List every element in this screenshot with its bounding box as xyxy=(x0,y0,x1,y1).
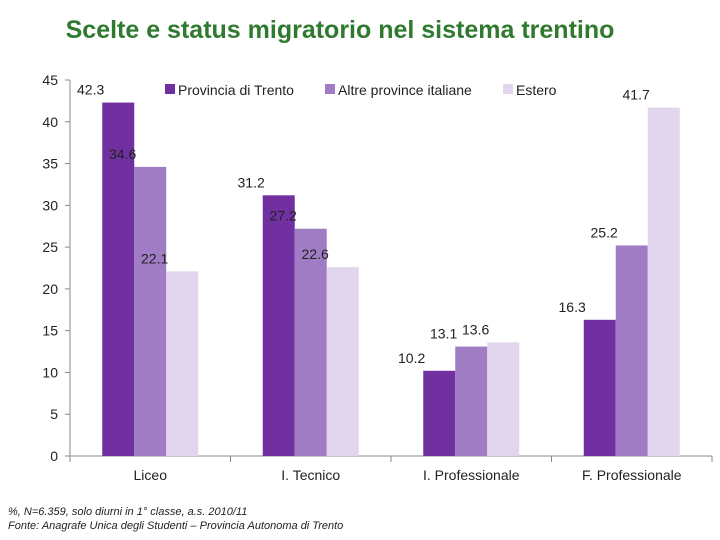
bar xyxy=(487,342,520,456)
bar xyxy=(166,271,199,456)
y-tick-label: 30 xyxy=(42,197,58,213)
bar xyxy=(326,267,359,456)
bar xyxy=(262,195,295,456)
legend-swatch xyxy=(325,84,335,94)
bar xyxy=(102,102,135,456)
y-tick-label: 45 xyxy=(42,72,58,88)
y-tick-label: 0 xyxy=(50,448,58,464)
x-tick-label: F. Professionale xyxy=(582,467,682,483)
x-tick-label: Liceo xyxy=(134,467,168,483)
bar xyxy=(455,346,488,456)
bar xyxy=(134,166,167,457)
data-label: 34.6 xyxy=(109,146,136,162)
y-tick-label: 10 xyxy=(42,364,58,380)
bar xyxy=(583,319,616,456)
footnote-sample: %, N=6.359, solo diurni in 1° classe, a.… xyxy=(8,506,248,518)
data-label: 25.2 xyxy=(591,224,618,240)
footnote-source: Fonte: Anagrafe Unica degli Studenti – P… xyxy=(8,520,344,532)
data-label: 27.2 xyxy=(270,208,297,224)
legend-label: Altre province italiane xyxy=(338,82,472,98)
data-label: 41.7 xyxy=(623,87,650,103)
bar xyxy=(294,228,327,456)
y-tick-label: 25 xyxy=(42,239,58,255)
y-tick-label: 15 xyxy=(42,323,58,339)
chart-title: Scelte e status migratorio nel sistema t… xyxy=(65,16,615,44)
data-label: 42.3 xyxy=(77,82,104,98)
data-label: 13.6 xyxy=(462,321,489,337)
legend-label: Provincia di Trento xyxy=(178,82,294,98)
x-tick-label: I. Tecnico xyxy=(281,467,340,483)
legend-label: Estero xyxy=(516,82,557,98)
legend-swatch xyxy=(503,84,513,94)
data-label: 16.3 xyxy=(559,299,586,315)
data-label: 10.2 xyxy=(398,350,425,366)
y-tick-label: 35 xyxy=(42,156,58,172)
data-label: 22.1 xyxy=(141,250,168,266)
y-tick-label: 20 xyxy=(42,281,58,297)
y-tick-label: 40 xyxy=(42,114,58,130)
bar xyxy=(647,107,680,456)
legend-swatch xyxy=(165,84,175,94)
data-label: 13.1 xyxy=(430,326,457,342)
bar xyxy=(423,370,456,456)
data-label: 22.6 xyxy=(302,246,329,262)
x-tick-label: I. Professionale xyxy=(423,467,520,483)
y-tick-label: 5 xyxy=(50,406,58,422)
data-label: 31.2 xyxy=(238,174,265,190)
bar xyxy=(615,245,648,456)
